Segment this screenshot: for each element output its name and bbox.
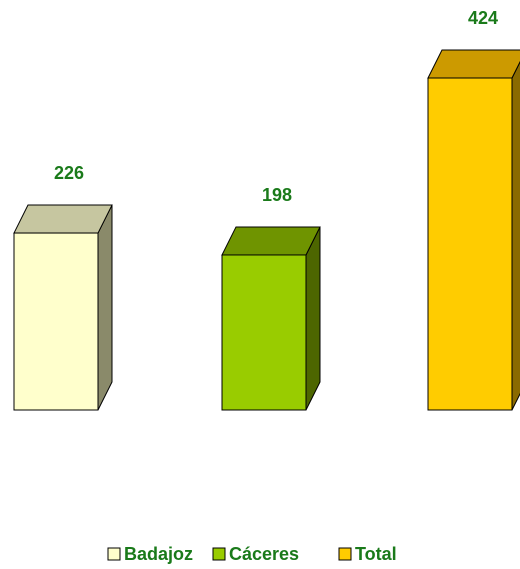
- data-labels-group: 226 198 424: [54, 8, 498, 205]
- legend: Badajoz Cáceres Total: [107, 544, 397, 564]
- data-label-badajoz: 226: [54, 163, 84, 183]
- bar-total: [427, 49, 520, 411]
- bar-side-total: [511, 60, 520, 411]
- legend-swatch-caceres: [212, 547, 226, 561]
- bar-top-total: [427, 49, 520, 79]
- legend-swatch-badajoz: [107, 547, 121, 561]
- bar-side-caceres: [305, 226, 321, 411]
- legend-label-caceres: Cáceres: [229, 544, 299, 564]
- data-label-caceres: 198: [262, 185, 292, 205]
- data-label-total: 424: [468, 8, 498, 28]
- legend-label-total: Total: [355, 544, 397, 564]
- bar-top-caceres: [221, 226, 321, 256]
- bar-badajoz: [13, 204, 113, 411]
- bar-side-badajoz: [97, 204, 113, 411]
- legend-swatch-total: [338, 547, 352, 561]
- bar-front-total: [427, 77, 513, 411]
- bar-top-badajoz: [13, 204, 113, 234]
- bar-front-caceres: [221, 254, 307, 411]
- legend-label-badajoz: Badajoz: [124, 544, 193, 564]
- bar-caceres: [221, 226, 321, 411]
- bars-group: [13, 49, 520, 411]
- bar-front-badajoz: [13, 232, 99, 411]
